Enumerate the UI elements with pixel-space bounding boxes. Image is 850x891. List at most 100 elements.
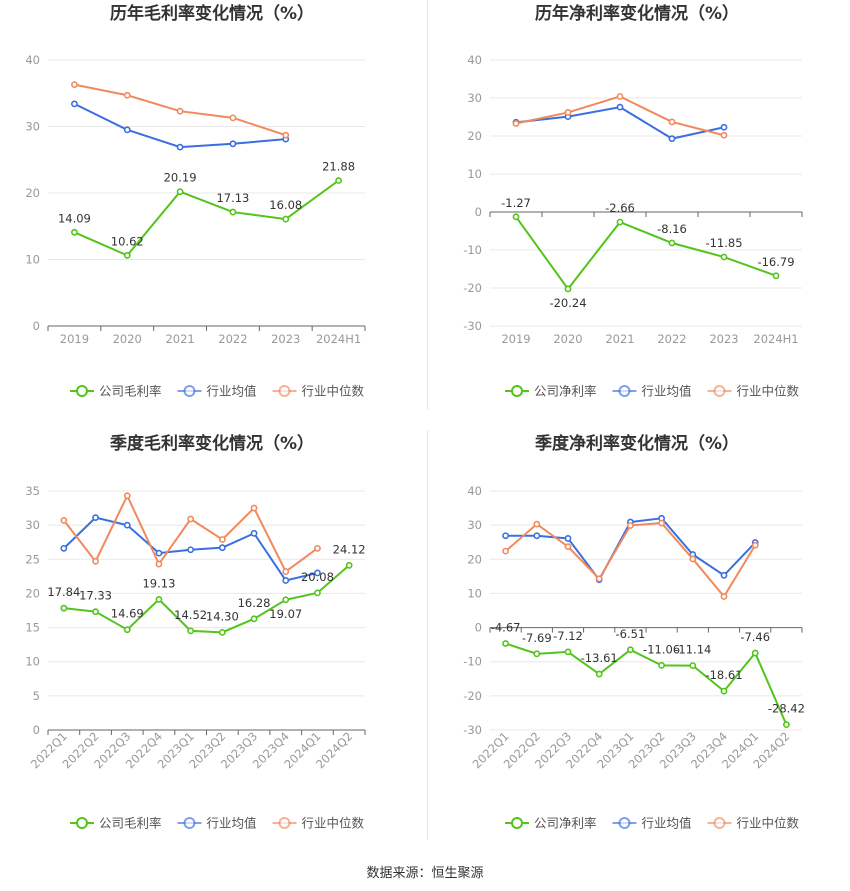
legend-marker [278, 385, 291, 397]
y-tick-label: 40 [467, 53, 482, 67]
data-point [782, 721, 790, 729]
data-label: 14.52 [174, 608, 207, 622]
legend-label: 行业中位数 [302, 816, 365, 831]
data-point [71, 228, 78, 236]
data-label: -4.67 [491, 621, 521, 635]
data-label: 20.19 [164, 171, 197, 185]
legend-marker [511, 817, 523, 829]
y-tick-label: 15 [25, 621, 40, 635]
data-point [282, 577, 290, 584]
legend-marker [511, 385, 523, 397]
panel-divider-bottom [427, 430, 428, 840]
legend-marker [618, 817, 631, 829]
data-label: 24.12 [333, 542, 366, 556]
data-point [123, 492, 131, 500]
data-label: -7.46 [740, 630, 770, 644]
data-label: 17.13 [216, 191, 249, 205]
series-line [515, 216, 777, 291]
data-point [123, 626, 131, 634]
data-label: -11.06 [643, 642, 680, 656]
data-point [512, 120, 520, 127]
data-point [564, 535, 572, 542]
data-point [564, 543, 572, 551]
data-point [229, 114, 237, 122]
data-label: 19.07 [269, 607, 302, 621]
data-point [155, 549, 163, 557]
data-point [250, 504, 258, 512]
data-label: -28.42 [768, 702, 805, 716]
data-label: -7.12 [553, 629, 583, 643]
x-tick-label: 2022 [657, 332, 686, 346]
x-tick-label: 2020 [113, 332, 142, 346]
data-point [229, 208, 237, 216]
data-point [218, 544, 226, 552]
data-point [314, 569, 321, 577]
data-point [658, 661, 665, 669]
chart-title: 季度净利率变化情况（%） [535, 433, 739, 454]
data-point [616, 93, 624, 100]
data-point [92, 514, 99, 522]
data-point [187, 515, 195, 523]
data-point [720, 593, 728, 600]
data-point [155, 595, 163, 603]
legend-marker [713, 385, 726, 397]
chart-svg-2: 季度毛利率变化情况（%）051015202530352022Q12022Q220… [25, 433, 366, 831]
y-tick-label: -20 [463, 281, 482, 295]
y-tick-label: -30 [463, 319, 482, 333]
data-label: 14.09 [58, 211, 91, 225]
data-point [616, 218, 624, 226]
data-point [218, 628, 226, 636]
data-point [123, 126, 131, 134]
y-tick-label: 25 [25, 552, 40, 566]
data-label: 20.08 [301, 570, 334, 584]
legend-marker [618, 385, 631, 397]
y-tick-label: 40 [467, 484, 482, 498]
x-tick-label: 2023 [271, 332, 300, 346]
data-label: -13.61 [581, 651, 618, 665]
data-label: -8.16 [657, 222, 687, 236]
data-point [229, 140, 237, 148]
legend-label: 行业均值 [207, 384, 257, 399]
x-tick-label: 2024H1 [753, 332, 798, 346]
data-label: 10.62 [111, 234, 144, 248]
data-point [250, 615, 258, 623]
y-tick-label: -20 [463, 689, 482, 703]
data-label: 17.33 [79, 589, 112, 603]
data-label: -7.69 [522, 631, 552, 645]
data-point [71, 81, 78, 89]
y-tick-label: 0 [33, 723, 40, 737]
data-label: -6.51 [616, 627, 646, 641]
legend-marker [278, 817, 291, 829]
data-point [176, 188, 184, 196]
y-tick-label: 20 [25, 586, 40, 600]
data-label: -20.24 [549, 296, 586, 310]
data-point [502, 640, 509, 647]
data-point [176, 143, 184, 151]
legend-label: 行业均值 [642, 816, 692, 831]
legend-label: 行业均值 [642, 384, 692, 399]
data-label: -16.79 [757, 255, 794, 269]
data-point [751, 541, 759, 549]
data-point [668, 239, 676, 247]
data-point [720, 687, 728, 695]
legend-marker [76, 385, 88, 397]
data-point [60, 516, 68, 524]
legend-label: 行业均值 [207, 816, 257, 831]
data-point [720, 253, 728, 261]
data-point [720, 571, 728, 579]
data-label: 21.88 [322, 159, 355, 173]
chart-annual-net-margin: 历年净利率变化情况（%） -30 -20 -10 0 10 20 30 40 2019 2020 20… [425, 0, 850, 430]
series-line [515, 95, 725, 137]
legend-label: 行业中位数 [302, 384, 365, 399]
x-tick-label: 2024H1 [316, 332, 361, 346]
chart-svg-1: 历年净利率变化情况（%） -30 -20 -10 0 10 20 30 40 2019 2020 20… [463, 3, 803, 399]
data-point [176, 107, 184, 115]
y-tick-label: 30 [25, 120, 40, 134]
data-point [502, 532, 509, 540]
data-point [92, 608, 99, 616]
series-line [63, 564, 350, 634]
data-label: 14.30 [206, 609, 239, 623]
data-point [187, 627, 195, 635]
x-tick-label: 2019 [501, 332, 530, 346]
y-tick-label: -10 [463, 655, 482, 669]
